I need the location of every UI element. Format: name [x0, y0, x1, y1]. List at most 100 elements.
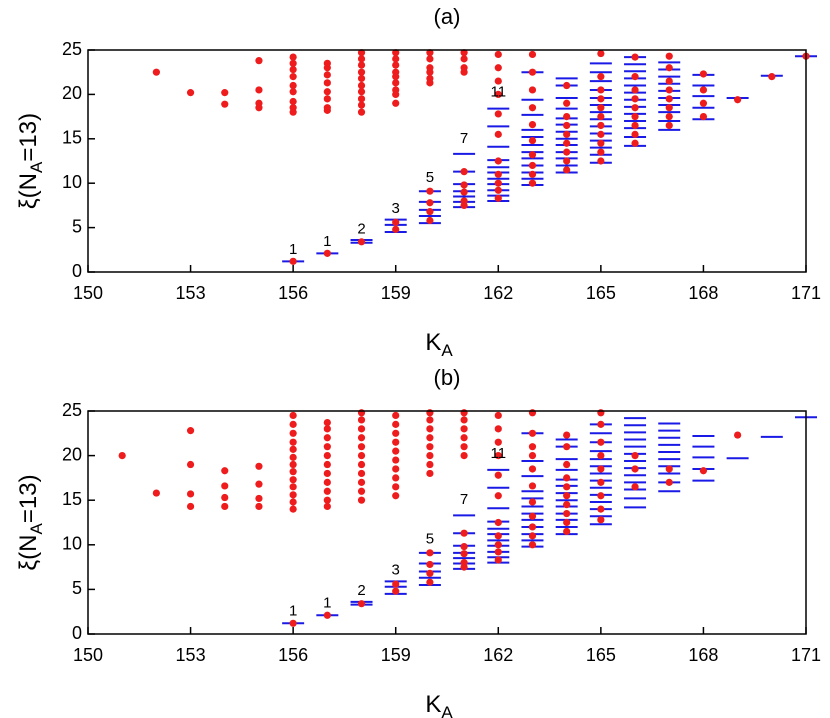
- dot-marker: [289, 257, 297, 265]
- annotation: 1: [289, 603, 297, 620]
- dot-marker: [357, 81, 366, 90]
- y-tick-label: 25: [62, 400, 82, 420]
- dot-marker: [152, 489, 160, 497]
- dot-marker: [221, 493, 229, 502]
- dot-marker: [426, 452, 434, 460]
- dot-marker: [357, 600, 366, 608]
- dot-marker: [357, 425, 366, 433]
- dot-marker: [323, 249, 331, 257]
- dot-marker: [494, 77, 502, 85]
- dot-marker: [255, 480, 263, 488]
- dot-marker: [494, 110, 502, 118]
- dot-marker: [563, 518, 571, 527]
- dot-marker: [323, 88, 331, 96]
- dot-marker: [357, 487, 366, 495]
- dot-marker: [357, 496, 366, 504]
- dot-marker: [255, 494, 263, 503]
- dot-marker: [392, 492, 400, 500]
- dot-marker: [255, 86, 263, 94]
- dot-marker: [426, 549, 434, 557]
- dot-marker: [392, 420, 400, 428]
- dot-marker: [494, 438, 502, 446]
- dot-marker: [528, 68, 537, 76]
- dot-marker: [494, 452, 502, 460]
- dot-marker: [289, 460, 297, 469]
- dot-marker: [699, 70, 708, 78]
- dot-marker: [597, 157, 605, 165]
- dot-marker: [665, 104, 673, 112]
- dot-marker: [494, 170, 502, 178]
- dot-marker: [357, 443, 366, 451]
- dot-marker: [528, 532, 537, 540]
- x-axis-label-sub: A: [441, 341, 453, 360]
- dot-marker: [392, 79, 400, 87]
- dot-marker: [392, 68, 400, 76]
- dot-marker: [494, 90, 502, 98]
- dot-marker: [665, 121, 673, 130]
- dot-marker: [426, 49, 434, 57]
- dot-marker: [323, 418, 331, 427]
- y-tick-label: 5: [72, 578, 82, 598]
- dot-marker: [631, 95, 639, 103]
- dot-marker: [392, 61, 400, 69]
- dot-marker: [494, 157, 502, 165]
- dot-marker: [699, 86, 708, 94]
- dot-marker: [528, 86, 537, 94]
- dot-marker: [597, 49, 605, 58]
- dot-marker: [357, 68, 366, 76]
- dot-marker: [186, 427, 195, 435]
- dot-marker: [323, 443, 331, 451]
- dot-marker: [357, 416, 366, 424]
- dot-marker: [221, 467, 229, 475]
- dot-marker: [563, 492, 571, 500]
- dot-marker: [289, 619, 297, 627]
- dot-marker: [494, 518, 502, 527]
- x-tick-label: 156: [278, 645, 308, 665]
- dot-marker: [323, 460, 331, 469]
- dot-marker: [768, 73, 776, 81]
- dot-marker: [460, 559, 468, 567]
- x-tick-label: 162: [483, 283, 513, 303]
- annotation: 2: [357, 220, 365, 237]
- dot-marker: [460, 542, 468, 551]
- dot-marker: [528, 482, 537, 490]
- x-axis-label-main: K: [425, 691, 441, 718]
- dot-marker: [631, 73, 639, 81]
- dot-marker: [357, 74, 366, 83]
- x-axis-label-main: K: [425, 329, 441, 356]
- dot-marker: [392, 218, 400, 226]
- dot-marker: [494, 186, 502, 194]
- dot-marker: [563, 81, 571, 90]
- annotation: 7: [460, 130, 468, 147]
- dot-marker: [597, 104, 605, 112]
- dot-marker: [563, 130, 571, 138]
- dot-marker: [631, 483, 639, 491]
- dot-marker: [460, 188, 468, 196]
- x-tick-label: 171: [791, 283, 821, 303]
- dot-marker: [494, 194, 502, 202]
- dot-marker: [460, 168, 468, 176]
- y-tick-label: 20: [62, 444, 82, 464]
- dot-marker: [357, 452, 366, 460]
- dot-marker: [186, 490, 195, 498]
- dot-marker: [665, 52, 673, 60]
- dot-marker: [357, 478, 366, 486]
- y-axis-label-tail: =13): [15, 113, 42, 162]
- dot-marker: [631, 139, 639, 147]
- x-tick-label: 168: [688, 283, 718, 303]
- dot-marker: [426, 425, 434, 433]
- dot-marker: [528, 443, 537, 451]
- dot-marker: [186, 460, 195, 469]
- dot-marker: [392, 55, 400, 63]
- dot-marker: [426, 469, 434, 478]
- dot-marker: [426, 208, 434, 216]
- annotation: 2: [357, 582, 365, 599]
- dot-marker: [631, 53, 639, 61]
- dot-marker: [494, 50, 502, 59]
- dot-marker: [357, 88, 366, 96]
- dot-marker: [426, 560, 434, 569]
- dot-marker: [563, 527, 571, 536]
- dot-marker: [597, 113, 605, 121]
- dot-marker: [597, 465, 605, 473]
